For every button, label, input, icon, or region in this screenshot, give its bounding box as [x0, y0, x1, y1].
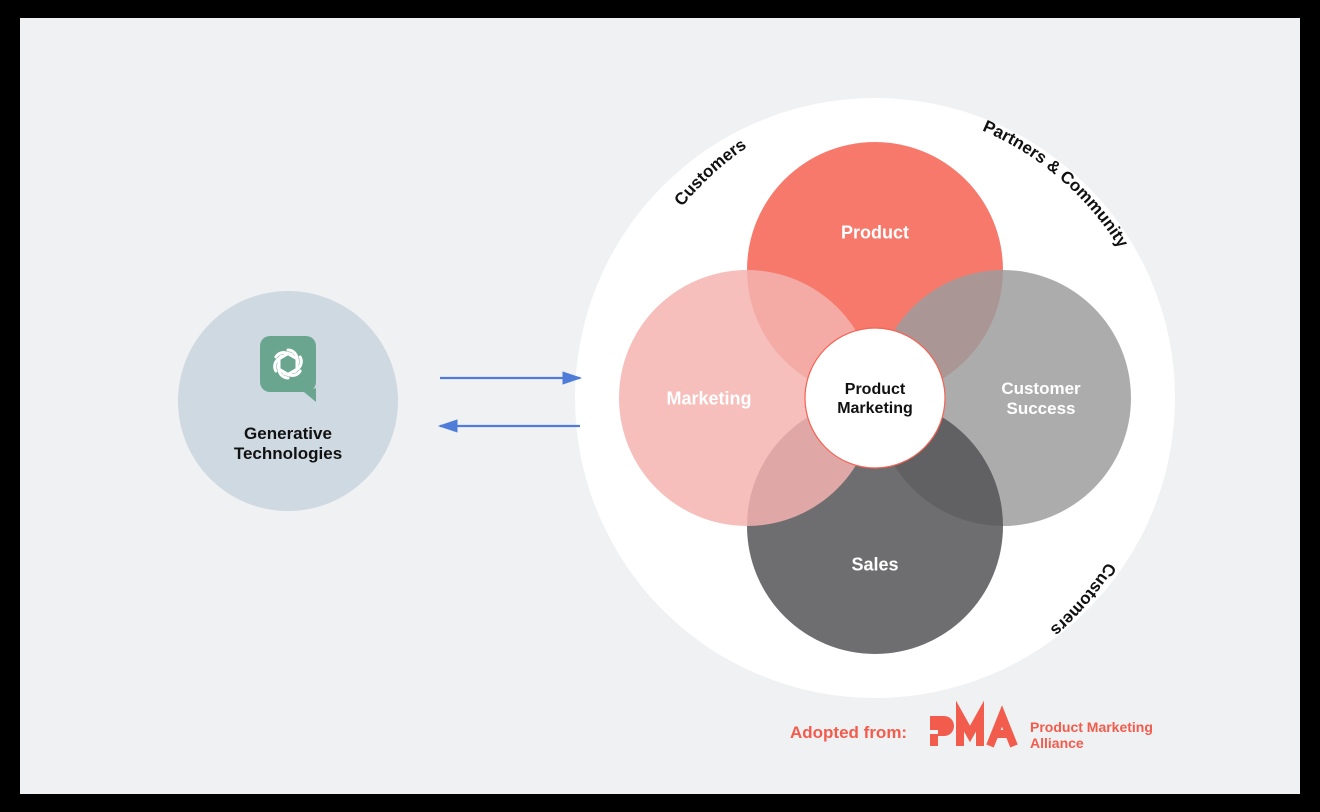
venn-petal-label-sales: Sales — [851, 554, 898, 574]
attribution-name-line2: Alliance — [1030, 735, 1084, 751]
venn-petal-label-product: Product — [841, 222, 909, 242]
venn-petal-label-customer_success: CustomerSuccess — [1001, 379, 1081, 418]
canvas: CustomersPartners & CommunityCustomersPr… — [20, 18, 1300, 794]
left-node-label: GenerativeTechnologies — [234, 424, 342, 463]
venn-center — [805, 328, 945, 468]
openai-icon-bg — [260, 336, 316, 392]
left-node-circle — [178, 291, 398, 511]
attribution: Adopted from: Product MarketingAlliance — [790, 716, 1153, 751]
attribution-name-line1: Product Marketing — [1030, 719, 1153, 735]
diagram-svg: CustomersPartners & CommunityCustomersPr… — [20, 18, 1300, 794]
venn-petal-label-marketing: Marketing — [666, 388, 751, 408]
outer-frame: CustomersPartners & CommunityCustomersPr… — [0, 0, 1320, 812]
attribution-prefix: Adopted from: — [790, 723, 907, 742]
